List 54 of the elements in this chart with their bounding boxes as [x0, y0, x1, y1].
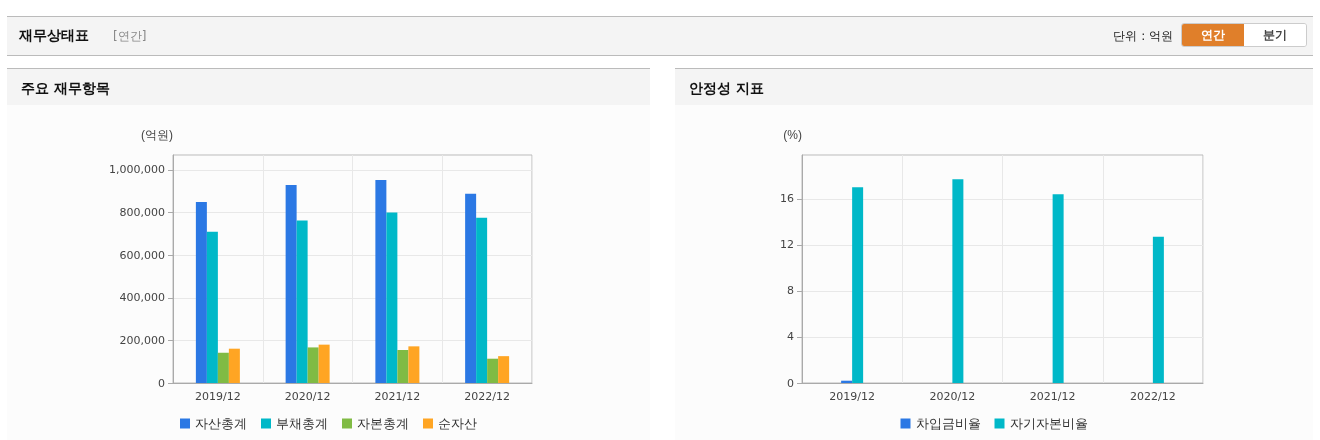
bar — [408, 346, 420, 383]
y-tick-label: 16 — [780, 192, 794, 206]
y-tick-label: 12 — [780, 238, 794, 252]
x-tick-label: 2019/12 — [195, 390, 241, 403]
x-tick-label: 2022/12 — [1130, 390, 1176, 403]
bar — [318, 344, 330, 383]
y-tick-label: 600,000 — [119, 248, 165, 262]
bar — [386, 212, 398, 383]
bar — [498, 356, 510, 383]
bar — [206, 231, 218, 383]
y-tick-label: 400,000 — [119, 291, 165, 305]
y-tick-label: 1,000,000 — [109, 163, 165, 177]
x-tick-label: 2021/12 — [1029, 390, 1076, 403]
y-tick-label: 0 — [787, 376, 794, 390]
bar — [195, 201, 207, 383]
bar — [1052, 194, 1064, 383]
y-tick-label: 800,000 — [119, 206, 165, 220]
y-tick-label: 200,000 — [119, 333, 165, 347]
bar — [476, 217, 488, 383]
x-tick-label: 2020/12 — [929, 390, 976, 403]
legend-label: 부채총계 — [276, 416, 328, 431]
bar — [852, 187, 864, 383]
bar — [397, 349, 409, 383]
legend-label: 차입금비율 — [915, 416, 981, 431]
bar — [375, 179, 387, 383]
legend-label: 자산총계 — [195, 416, 247, 431]
legend-label: 자본총계 — [357, 416, 409, 431]
y-tick-label: 0 — [158, 376, 165, 390]
text: [연간] — [113, 28, 147, 45]
y-tick-label: 8 — [787, 284, 794, 298]
bar — [296, 220, 308, 383]
x-tick-label: 2020/12 — [284, 390, 331, 403]
bar — [465, 193, 477, 383]
text: 단위 : 억원 — [1113, 28, 1173, 45]
bar — [1152, 236, 1164, 383]
bar — [952, 179, 964, 383]
text: 재무상태표 — [19, 27, 89, 45]
bar — [487, 358, 499, 383]
x-tick-label: 2022/12 — [464, 390, 510, 403]
x-tick-label: 2021/12 — [374, 390, 421, 403]
text: 연간 — [1182, 24, 1244, 46]
bar — [228, 348, 240, 383]
chart-title: 주요 재무항목 — [7, 69, 650, 105]
legend-label: 순자산 — [438, 416, 477, 431]
y-axis-title: (%) — [783, 128, 802, 142]
text: 분기 — [1244, 24, 1306, 46]
bar — [217, 352, 229, 383]
y-axis-title: (억원) — [141, 128, 173, 142]
chart-title: 안정성 지표 — [675, 69, 1313, 105]
bar — [307, 347, 319, 383]
legend-label: 자기자본비율 — [1009, 416, 1088, 431]
y-tick-label: 4 — [787, 330, 794, 344]
bar — [285, 185, 297, 383]
x-tick-label: 2019/12 — [829, 390, 875, 403]
